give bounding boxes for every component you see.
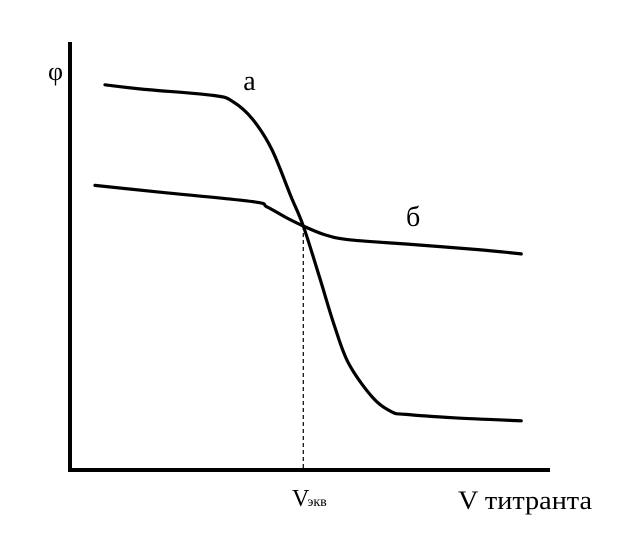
curve-label-b: б [406,202,420,233]
curve-b [93,183,523,256]
y-axis-label: φ [48,57,63,86]
axes [68,42,550,472]
curve-label-a: а [243,66,256,97]
chart-marks [93,83,523,470]
curve-a [103,83,523,423]
x-axis-label: V титранта [458,486,592,515]
equivalence-label: Vэкв [292,486,327,512]
equivalence-label-sub: экв [307,495,327,510]
chart-labels: φ V титранта Vэкв а б [48,57,592,515]
equivalence-label-main: V [292,486,310,512]
